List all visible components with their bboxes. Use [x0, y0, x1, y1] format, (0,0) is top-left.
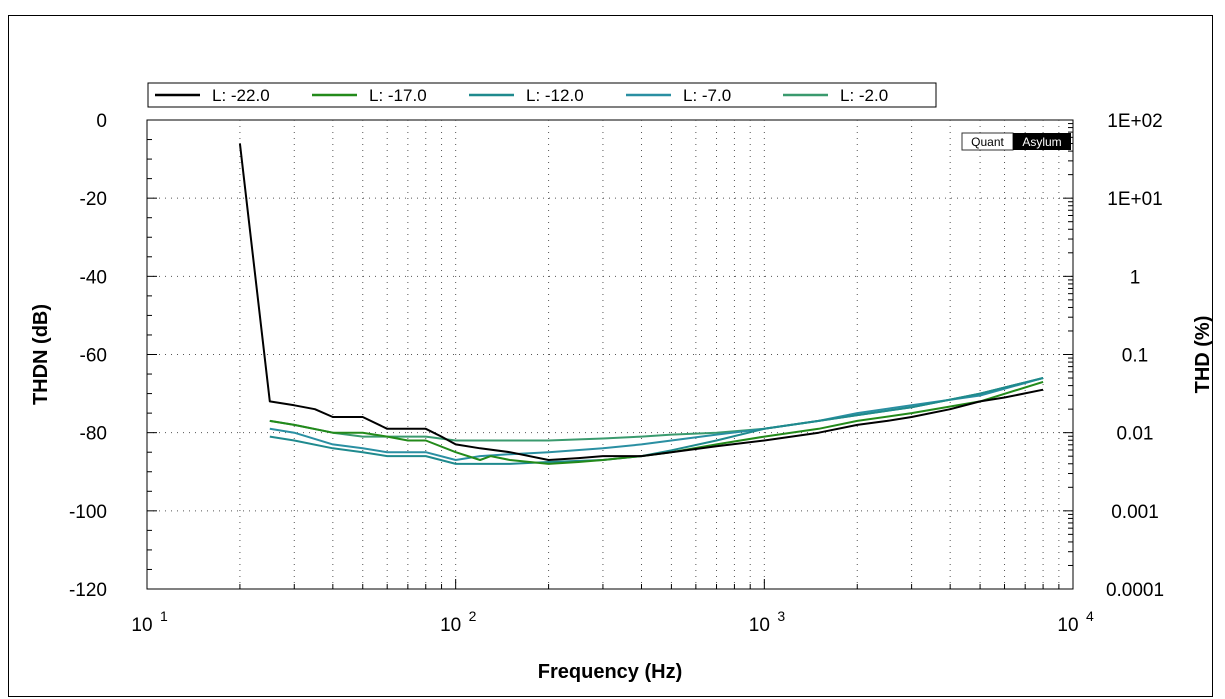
watermark-right-box: [1013, 133, 1071, 150]
y2-tick-label: 1: [1130, 267, 1141, 288]
y2-tick-label: 0.001: [1111, 502, 1159, 523]
y2-tick-label: 1E+02: [1107, 111, 1162, 132]
y-tick-label: -20: [80, 189, 107, 210]
y-tick-label: -100: [69, 502, 107, 523]
x-tick-base: 10: [131, 615, 152, 636]
left-axis-ticks: [147, 119, 157, 590]
legend-label: L: -12.0: [526, 86, 584, 105]
x-tick-exponent: 2: [469, 608, 477, 624]
bottom-axis-ticks: [146, 579, 1060, 589]
watermark-left-text: Quant: [971, 135, 1004, 149]
y2-tick-label: 0.1: [1122, 346, 1148, 367]
y-tick-label: -60: [80, 346, 107, 367]
series-line: [269, 380, 1044, 465]
x-axis-title: Frequency (Hz): [538, 661, 682, 683]
y2-tick-label: 0.0001: [1106, 580, 1164, 601]
x-tick-label: 10 3: [749, 608, 786, 636]
y-tick-label: -120: [69, 580, 107, 601]
x-tick-exponent: 4: [1086, 608, 1094, 624]
y-tick-label: 0: [96, 111, 107, 132]
x-tick-label: 10 2: [440, 608, 477, 636]
series-line: [269, 377, 1044, 461]
series-group: [238, 143, 1044, 465]
legend-label: L: -7.0: [683, 86, 731, 105]
x-tick-label: 10 4: [1057, 608, 1094, 636]
legend: L: -22.0 L: -17.0 L: -12.0 L: -7.0 L: -2.0: [147, 82, 937, 108]
series-line: [269, 377, 1044, 465]
x-tick-label: 10 1: [131, 608, 168, 636]
y-axis-title: THDN (dB): [30, 304, 52, 405]
y-tick-label: -40: [80, 267, 107, 288]
legend-label: L: -22.0: [212, 86, 270, 105]
y2-tick-label: 0.01: [1117, 424, 1154, 445]
grid: [147, 120, 1073, 589]
x-tick-base: 10: [749, 615, 770, 636]
watermark-logo: Quant Asylum: [961, 132, 1071, 151]
y2-tick-label: 1E+01: [1107, 189, 1162, 210]
legend-label: L: -2.0: [840, 86, 888, 105]
x-tick-base: 10: [1057, 615, 1078, 636]
x-tick-exponent: 1: [160, 608, 168, 624]
x-tick-base: 10: [440, 615, 461, 636]
series-line: [238, 143, 1044, 461]
y-tick-label: -80: [80, 424, 107, 445]
legend-label: L: -17.0: [369, 86, 427, 105]
y2-axis-title: THD (%): [1192, 316, 1214, 394]
watermark-right-text: Asylum: [1022, 135, 1061, 149]
x-tick-exponent: 3: [777, 608, 785, 624]
